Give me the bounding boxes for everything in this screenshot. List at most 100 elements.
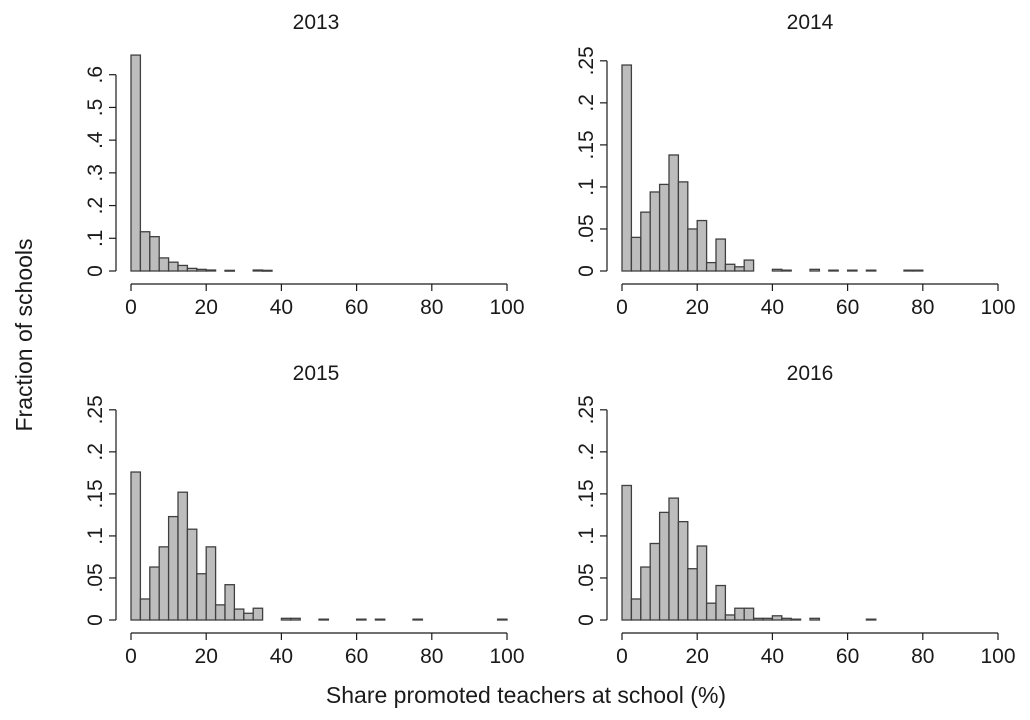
histogram-bar (724, 263, 736, 272)
histogram-bar (318, 618, 330, 621)
panel-title: 2015 (293, 362, 340, 385)
histogram-bar (658, 183, 670, 272)
y-tick-label: .1 (575, 527, 598, 545)
y-tick-label: .1 (84, 527, 107, 545)
panel-title: 2013 (293, 11, 340, 34)
panel-2015: 2015 0 .05 .1 .15 .2 .25 0 20 40 60 80 100 (84, 362, 525, 668)
histogram-bar (677, 181, 689, 272)
histogram-bar (752, 617, 764, 621)
figure-x-axis-label: Share promoted teachers at school (%) (326, 682, 726, 708)
y-tick-label: .15 (575, 479, 598, 508)
y-tick-label: .6 (84, 66, 107, 84)
histogram-bar (290, 617, 301, 621)
histogram-bar (809, 268, 821, 272)
histogram-bar (734, 266, 745, 272)
histogram-bar (649, 542, 661, 621)
histogram-bar (158, 546, 170, 621)
histogram-bar (687, 228, 698, 272)
x-tick-label: 40 (761, 296, 784, 319)
y-tick-label: .3 (84, 164, 107, 182)
x-tick-label: 100 (489, 296, 524, 319)
histogram-bar (809, 617, 821, 621)
histogram-bar (781, 269, 792, 272)
x-tick-label: 80 (911, 645, 934, 668)
x-tick-label: 40 (761, 645, 784, 668)
histogram-bar (696, 219, 708, 272)
y-tick-label: .2 (84, 197, 107, 215)
histogram-bar (177, 491, 189, 621)
panel-2013: 2013 0 .1 .2 .3 .4 .5 .6 0 20 40 60 80 100 (84, 11, 525, 319)
histogram-bar (186, 267, 198, 272)
x-tick-label: 0 (616, 296, 628, 319)
y-tick-label: .25 (84, 395, 107, 424)
y-tick-label: 0 (84, 265, 107, 277)
histogram-bar (158, 257, 170, 272)
histogram-bar (205, 269, 217, 272)
histogram-bar (677, 520, 689, 621)
histogram-bar (630, 598, 642, 621)
x-tick-label: 20 (686, 296, 709, 319)
y-tick-label: .2 (575, 443, 598, 461)
histogram-bar (149, 235, 160, 272)
histogram-bar (743, 259, 755, 272)
y-tick-label: .2 (84, 443, 107, 461)
x-tick-label: 100 (489, 645, 524, 668)
histogram-bar (621, 484, 633, 621)
x-tick-label: 40 (270, 645, 293, 668)
x-tick-label: 20 (686, 645, 709, 668)
histogram-bar (781, 617, 792, 621)
histogram-bar (149, 566, 160, 621)
x-tick-label: 20 (195, 645, 218, 668)
histogram-bar (658, 511, 670, 621)
y-tick-label: .4 (84, 131, 107, 149)
histogram-bar (252, 607, 264, 621)
x-tick-label: 100 (980, 296, 1015, 319)
histogram-bar (724, 614, 736, 621)
histogram-bar (865, 269, 877, 272)
histogram-bar (496, 618, 508, 621)
histogram-bar (790, 618, 802, 621)
y-tick-label: .15 (84, 479, 107, 508)
y-tick-label: .05 (575, 214, 598, 243)
x-tick-label: 60 (345, 296, 368, 319)
y-tick-label: .25 (575, 46, 598, 75)
x-tick-label: 0 (616, 645, 628, 668)
y-tick-label: .1 (84, 230, 107, 248)
histogram-bar (743, 607, 755, 621)
histogram-bar (177, 264, 189, 272)
histogram-bar (196, 573, 207, 621)
histogram-bar (903, 269, 915, 272)
histogram-bar (167, 515, 179, 621)
figure-y-axis-label: Fraction of schools (11, 238, 37, 431)
histogram-bar (139, 231, 151, 272)
y-tick-label: .2 (575, 94, 598, 112)
histogram-bar (715, 584, 727, 621)
y-tick-label: 0 (575, 265, 598, 277)
histogram-bar (705, 602, 717, 621)
histogram-bar (252, 269, 264, 272)
x-tick-label: 100 (980, 645, 1015, 668)
histogram-bar (687, 568, 698, 621)
histogram-bar (261, 269, 273, 272)
histogram-bar (186, 528, 198, 621)
histogram-bar (696, 545, 708, 621)
x-tick-label: 60 (836, 645, 859, 668)
histogram-bar (668, 154, 680, 272)
histogram-bar (762, 617, 774, 621)
histogram-bar (355, 618, 367, 621)
histogram-bar (846, 269, 858, 272)
histogram-bar (224, 584, 236, 621)
panel-title: 2014 (787, 11, 834, 34)
panel-title: 2016 (787, 362, 834, 385)
x-tick-label: 0 (125, 296, 137, 319)
y-tick-label: 0 (84, 614, 107, 626)
histogram-bar (771, 268, 783, 272)
histogram-bar (205, 546, 217, 621)
x-tick-label: 0 (125, 645, 137, 668)
histogram-bar (374, 618, 386, 621)
histogram-bar (912, 269, 924, 272)
histogram-bar (668, 497, 680, 621)
histogram-bar (621, 64, 633, 272)
histogram-bar (167, 261, 179, 272)
